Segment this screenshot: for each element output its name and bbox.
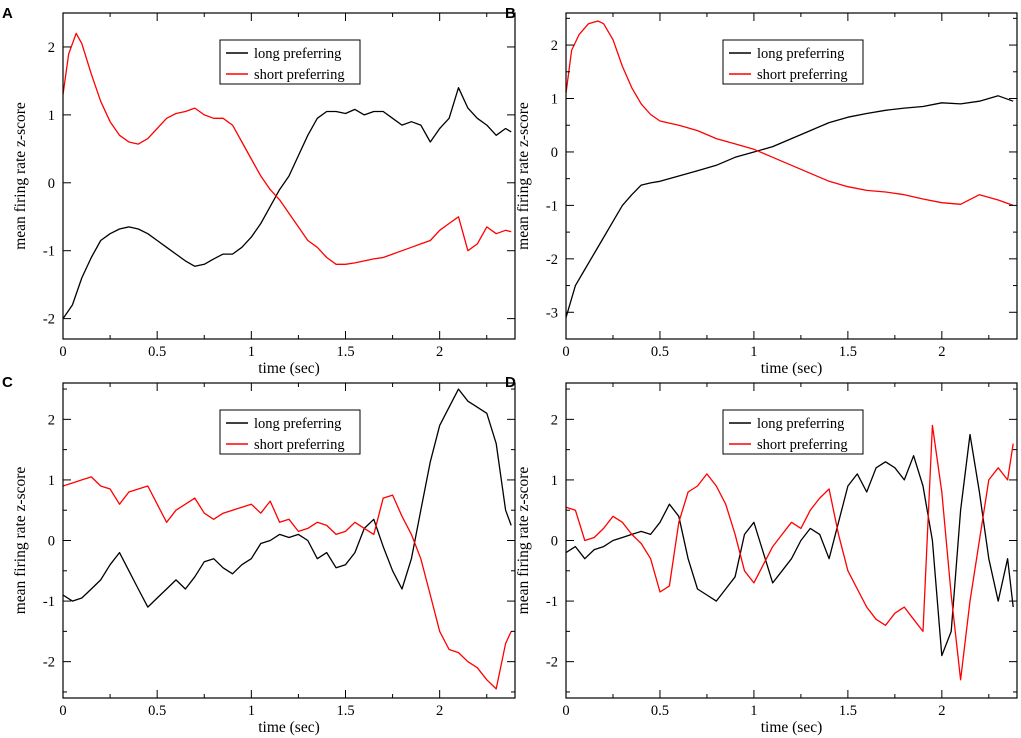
- legend: long preferring short preferring: [219, 409, 361, 455]
- legend-label-long: long preferring: [757, 416, 844, 432]
- y-tick-label: 1: [48, 108, 55, 124]
- legend-label-short: short preferring: [757, 67, 848, 83]
- x-axis-label: time (sec): [258, 719, 320, 736]
- long-preferring-line: [63, 87, 512, 319]
- x-tick-label: 1.5: [336, 703, 354, 719]
- legend: long preferring short preferring: [722, 39, 864, 85]
- y-tick-label: 0: [551, 145, 558, 161]
- y-tick-label: 2: [551, 38, 558, 54]
- plot-frame: [62, 12, 516, 340]
- y-tick-label: -1: [43, 244, 55, 260]
- y-axis-label: mean firing rate z-score: [12, 102, 29, 250]
- legend-label-long: long preferring: [254, 46, 341, 62]
- y-tick-label: -2: [546, 252, 558, 268]
- long-preferring-line: [566, 95, 1014, 318]
- x-tick-label: 1.5: [839, 703, 857, 719]
- panel-letter: D: [505, 374, 516, 391]
- legend-label-short: short preferring: [254, 67, 345, 83]
- legend-label-long: long preferring: [757, 46, 844, 62]
- legend-box: [219, 39, 361, 85]
- legend-box: [722, 409, 864, 455]
- x-tick-label: 2: [938, 344, 945, 360]
- short-preferring-line: [566, 424, 1014, 681]
- x-tick-label: 0: [59, 344, 66, 360]
- x-tick-label: 1: [750, 344, 757, 360]
- panel-d: D 0 0.5 1 1.5 2 -2 -1 0 1 2 time (sec) mean firing r…: [505, 374, 1018, 736]
- long-preferring-line: [63, 388, 512, 608]
- x-axis-label: time (sec): [761, 719, 823, 736]
- legend: long preferring short preferring: [219, 39, 361, 85]
- y-tick-label: 2: [48, 40, 55, 56]
- panel-letter: B: [505, 5, 516, 22]
- x-axis-label: time (sec): [761, 360, 823, 377]
- short-preferring-line: [63, 32, 512, 265]
- x-tick-label: 1: [750, 703, 757, 719]
- x-tick-label: 0: [562, 703, 569, 719]
- y-tick-label: 0: [48, 534, 55, 550]
- y-tick-label: -1: [546, 594, 558, 610]
- legend: long preferring short preferring: [722, 409, 864, 455]
- legend-label-long: long preferring: [254, 416, 341, 432]
- x-tick-label: 2: [436, 344, 443, 360]
- long-preferring-line: [566, 433, 1014, 657]
- panel-b: B 0 0.5 1 1.5 2 -3 -2 -1 0 1 2 time (sec) mean firing…: [505, 5, 1018, 377]
- y-tick-label: -1: [546, 198, 558, 214]
- y-tick-label: 2: [48, 412, 55, 428]
- y-axis-label: mean firing rate z-score: [515, 467, 532, 615]
- x-tick-label: 0.5: [651, 703, 669, 719]
- y-tick-label: -2: [43, 655, 55, 671]
- y-tick-label: 1: [48, 473, 55, 489]
- x-tick-label: 1: [248, 703, 255, 719]
- short-preferring-line: [63, 476, 512, 690]
- legend-box: [219, 409, 361, 455]
- y-tick-label: -2: [546, 655, 558, 671]
- y-tick-label: 1: [551, 473, 558, 489]
- panel-letter: A: [2, 5, 13, 22]
- x-tick-label: 2: [938, 703, 945, 719]
- y-axis-label: mean firing rate z-score: [515, 102, 532, 250]
- x-tick-label: 0.5: [148, 703, 166, 719]
- x-tick-label: 1.5: [839, 344, 857, 360]
- y-tick-label: 2: [551, 412, 558, 428]
- legend-box: [722, 39, 864, 85]
- y-tick-label: 0: [48, 176, 55, 192]
- x-axis-label: time (sec): [258, 360, 320, 377]
- y-axis-label: mean firing rate z-score: [12, 467, 29, 615]
- short-preferring-line: [566, 20, 1014, 207]
- y-tick-label: -1: [43, 594, 55, 610]
- y-tick-label: 1: [551, 92, 558, 108]
- y-tick-label: -2: [43, 312, 55, 328]
- x-tick-label: 0.5: [148, 344, 166, 360]
- x-tick-label: 0: [562, 344, 569, 360]
- x-tick-label: 1: [248, 344, 255, 360]
- panel-a: A 0 0.5 1 1.5 2 -2 -1 0 1 2 time (sec) mean firing r…: [2, 5, 516, 377]
- legend-label-short: short preferring: [254, 437, 345, 453]
- x-tick-label: 1.5: [336, 344, 354, 360]
- y-tick-label: -3: [546, 305, 558, 321]
- x-tick-label: 2: [436, 703, 443, 719]
- y-tick-label: 0: [551, 534, 558, 550]
- plot-frame: [565, 12, 1018, 340]
- panel-letter: C: [2, 374, 13, 391]
- panel-c: C 0 0.5 1 1.5 2 -2 -1 0 1 2 time (sec) mean firing r…: [2, 374, 516, 736]
- x-tick-label: 0.5: [651, 344, 669, 360]
- legend-label-short: short preferring: [757, 437, 848, 453]
- x-tick-label: 0: [59, 703, 66, 719]
